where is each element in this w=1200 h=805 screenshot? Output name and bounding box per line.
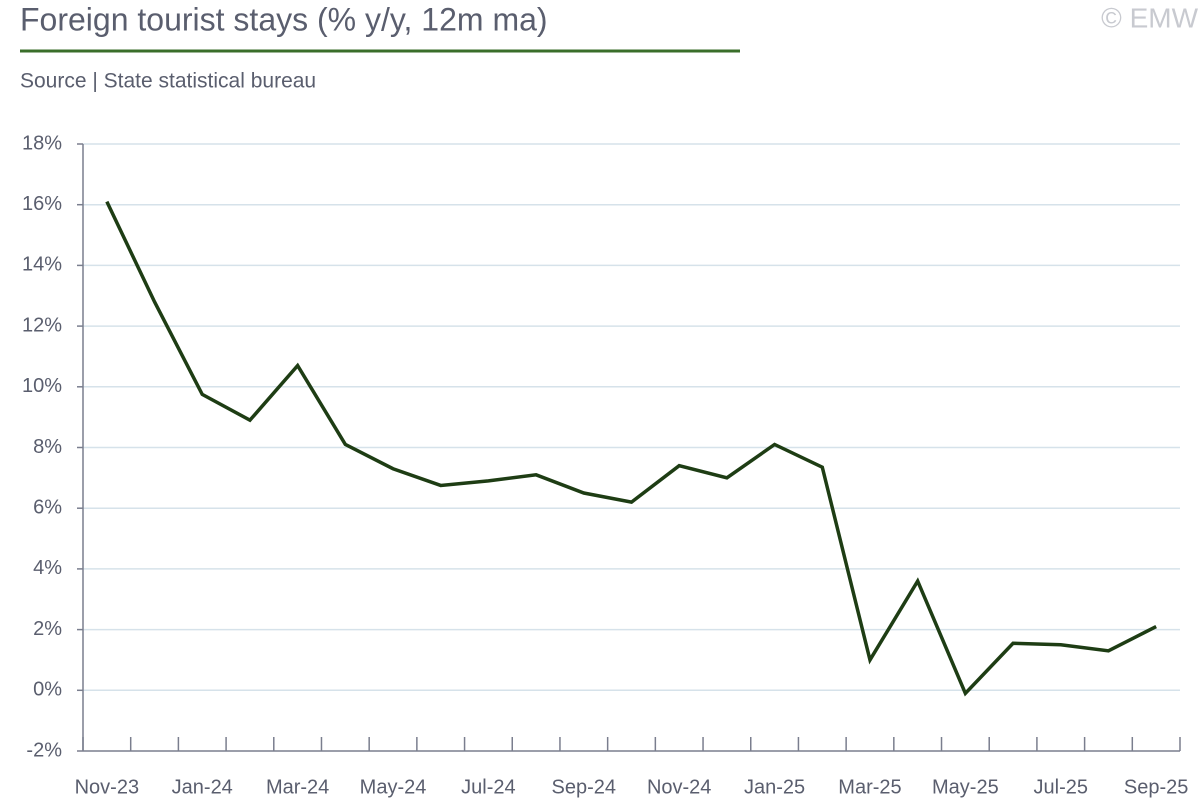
y-tick-label: 10% <box>22 375 62 397</box>
x-tick-label: Jan-24 <box>172 776 233 798</box>
x-tick-label: Sep-24 <box>552 776 617 798</box>
y-tick-label: 16% <box>22 193 62 215</box>
x-tick-label: Nov-23 <box>75 776 139 798</box>
x-tick-label: Mar-25 <box>838 776 901 798</box>
copyright: © EMW <box>1101 2 1198 33</box>
y-tick-label: -2% <box>26 739 62 761</box>
line <box>105 200 1157 697</box>
y-tick-label: 18% <box>22 132 62 154</box>
x-tick-label: Jul-25 <box>1034 776 1088 798</box>
x-tick-label: Jul-24 <box>461 776 515 798</box>
y-tick-label: 4% <box>33 557 62 579</box>
chart-title: Foreign tourist stays (% y/y, 12m ma) <box>20 1 548 37</box>
x-tick-label: Sep-25 <box>1124 776 1189 798</box>
x-tick-label: May-24 <box>360 776 427 798</box>
x-tick-label: May-25 <box>932 776 999 798</box>
x-tick-label: Mar-24 <box>266 776 329 798</box>
y-tick-label: 0% <box>33 679 62 701</box>
y-tick-label: 6% <box>33 496 62 518</box>
y-tick-label: 12% <box>22 314 62 336</box>
x-tick-label: Jan-25 <box>744 776 805 798</box>
y-tick-label: 14% <box>22 254 62 276</box>
y-tick-label: 2% <box>33 618 62 640</box>
y-tick-label: 8% <box>33 436 62 458</box>
subtitle: Source | State statistical bureau <box>20 70 316 93</box>
x-tick-label: Nov-24 <box>647 776 711 798</box>
